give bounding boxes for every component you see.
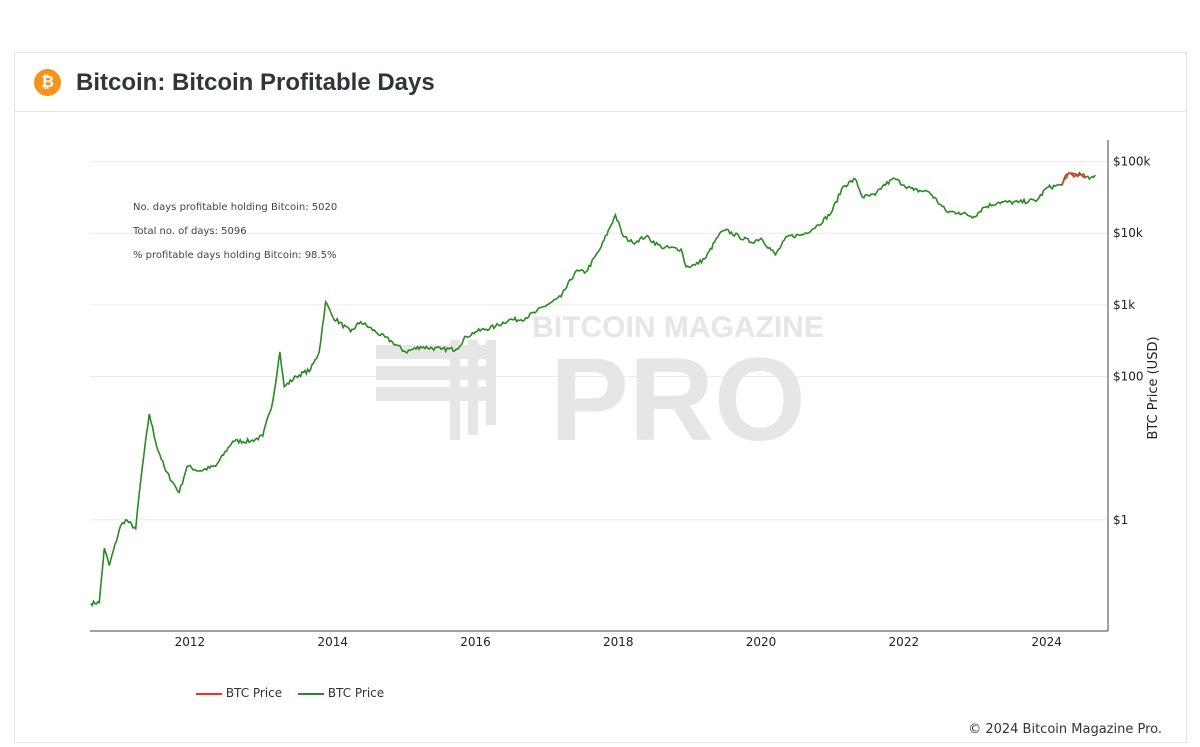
y-tick-label: $1k <box>1113 298 1135 312</box>
legend-label: BTC Price <box>327 686 385 700</box>
x-tick-label: 2024 <box>1031 635 1062 649</box>
watermark: BITCOIN MAGAZINE PRO <box>376 311 824 466</box>
copyright-footer: © 2024 Bitcoin Magazine Pro. <box>968 722 1162 737</box>
annotation-total-days: Total no. of days: 5096 <box>132 226 247 237</box>
x-tick-label: 2018 <box>603 635 634 649</box>
y-tick-label: $100 <box>1113 369 1144 383</box>
x-tick-label: 2020 <box>746 635 777 649</box>
y-tick-label: $10k <box>1113 226 1143 240</box>
page-title: Bitcoin: Bitcoin Profitable Days <box>76 69 435 96</box>
x-tick-label: 2014 <box>317 635 348 649</box>
x-tick-label: 2012 <box>175 635 206 649</box>
chart-card: ₿ Bitcoin: Bitcoin Profitable Days <box>14 52 1187 743</box>
legend-swatch-red <box>196 692 222 695</box>
series-line-green <box>90 171 1096 608</box>
x-tick-label: 2016 <box>460 635 491 649</box>
series-line-red <box>1060 172 1086 186</box>
x-tick-label: 2022 <box>889 635 920 649</box>
annotation-percent-profitable: % profitable days holding Bitcoin: 98.5% <box>133 250 336 261</box>
y-tick-label: $100k <box>1113 155 1151 169</box>
watermark-logo-icon <box>376 340 496 440</box>
watermark-line1: BITCOIN MAGAZINE <box>532 311 824 344</box>
bitcoin-logo-icon: ₿ <box>34 69 61 96</box>
y-axis-title: BTC Price (USD) <box>1146 336 1161 439</box>
legend-item-red[interactable]: BTC Price <box>196 686 282 700</box>
legend-swatch-green <box>298 692 324 695</box>
watermark-line2: PRO <box>550 334 806 466</box>
annotation-profitable-days: No. days profitable holding Bitcoin: 502… <box>133 202 337 213</box>
chart-header: ₿ Bitcoin: Bitcoin Profitable Days <box>15 53 1186 112</box>
legend-item-green[interactable]: BTC Price <box>298 686 384 700</box>
legend-label: BTC Price <box>225 686 283 700</box>
y-tick-label: $1 <box>1113 513 1128 527</box>
